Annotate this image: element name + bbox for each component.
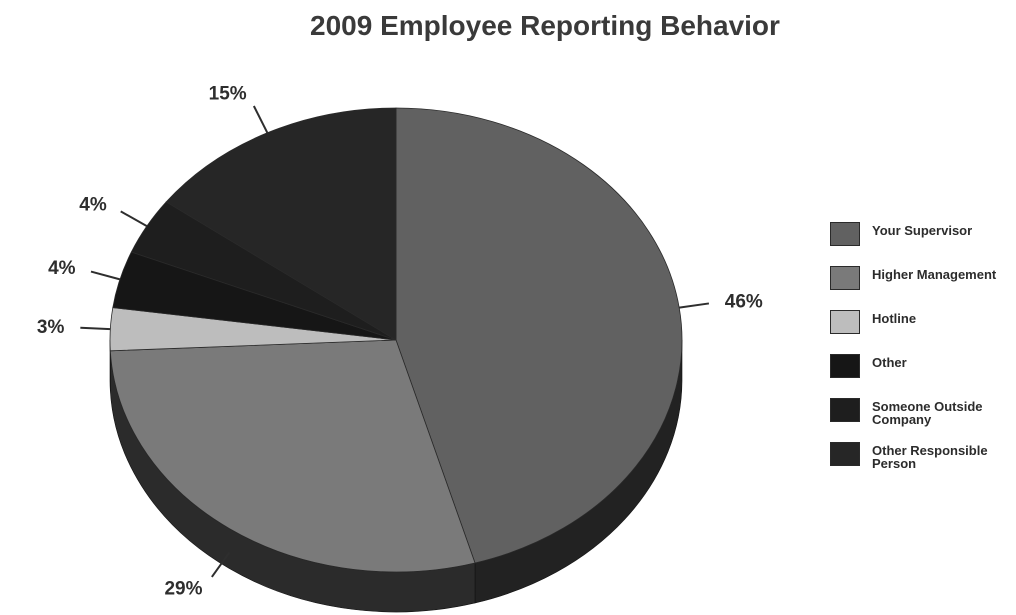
legend-swatch-higher-management — [830, 266, 860, 290]
legend-label-your-supervisor: Your Supervisor — [872, 223, 973, 238]
pie-slice-higher-management — [109, 339, 476, 573]
leader-line-someone-outside-company — [120, 210, 148, 227]
leader-line-other-responsible-person — [252, 105, 269, 134]
legend-item-your-supervisor: Your Supervisor — [830, 220, 1016, 264]
legend-swatch-other — [830, 354, 860, 378]
chart-title: 2009 Employee Reporting Behavior — [310, 10, 780, 41]
legend-item-hotline: Hotline — [830, 308, 1016, 352]
pie-slice-your-supervisor — [395, 107, 683, 564]
leader-line-your-supervisor — [679, 302, 710, 309]
legend-item-someone-outside-company: Someone Outside Company — [830, 396, 1016, 440]
legend-item-higher-management: Higher Management — [830, 264, 1016, 308]
legend-swatch-other-responsible-person — [830, 442, 860, 466]
pie-slices-group — [109, 107, 683, 573]
data-label-other-responsible-person: 15% — [209, 84, 247, 105]
chart-title-area: 2009 Employee Reporting Behavior — [0, 0, 1016, 60]
data-label-other: 4% — [48, 258, 76, 279]
leader-line-higher-management — [211, 551, 231, 578]
legend-label-hotline: Hotline — [872, 311, 917, 326]
leader-line-hotline — [80, 326, 111, 331]
data-label-hotline: 3% — [37, 317, 65, 338]
legend-item-other-responsible-person: Other Responsible Person — [830, 440, 1016, 484]
legend-swatch-someone-outside-company — [830, 398, 860, 422]
leader-line-other — [90, 270, 121, 281]
data-label-higher-management: 29% — [164, 578, 202, 599]
legend-swatch-your-supervisor — [830, 222, 860, 246]
pie-labels-group: 46% 29% 3% 4% 4% 15% — [37, 84, 763, 600]
data-label-someone-outside-company: 4% — [79, 194, 107, 215]
pie-leaders-group — [80, 105, 710, 578]
legend-label-other-responsible-person: Other Responsible Person — [872, 443, 988, 471]
pie-slice-other-responsible-person — [165, 107, 397, 341]
legend-item-other: Other — [830, 352, 1016, 396]
data-label-your-supervisor: 46% — [725, 291, 763, 312]
legend-swatch-hotline — [830, 310, 860, 334]
legend: Your Supervisor Higher Management Hotline O… — [830, 220, 1016, 484]
legend-label-higher-management: Higher Management — [872, 267, 997, 282]
legend-label-someone-outside-company: Someone Outside Company — [872, 399, 983, 427]
legend-label-other: Other — [872, 355, 907, 370]
